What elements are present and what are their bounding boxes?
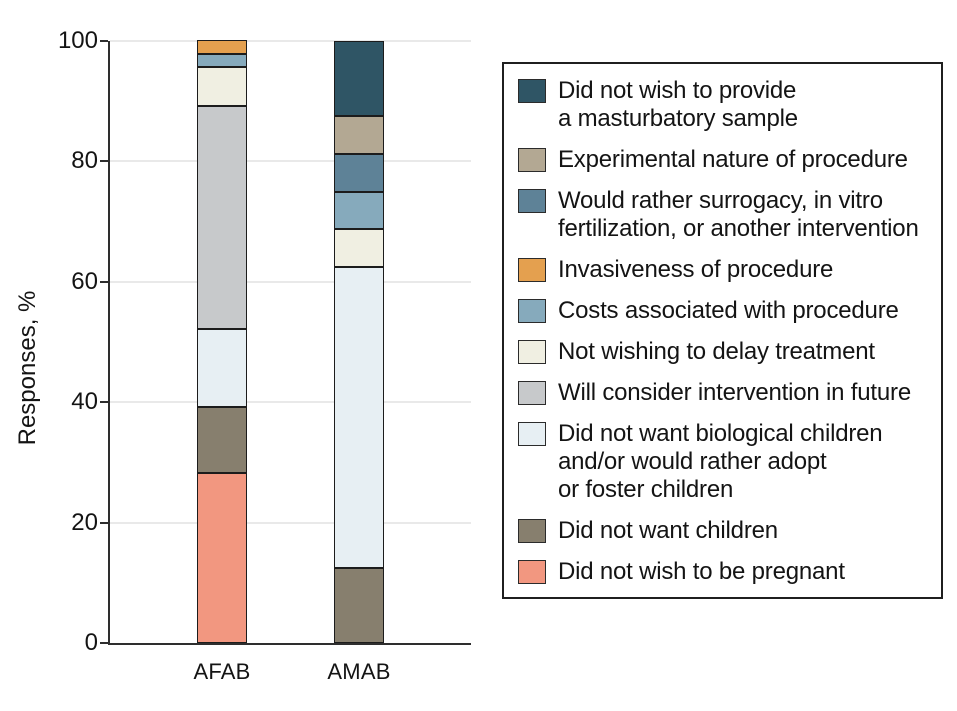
bar-segment [334,567,384,643]
bar-segment [197,328,247,408]
legend-swatch [518,560,546,584]
legend-entry: Did not want biological children and/or w… [518,420,931,504]
bar-segment [197,407,247,473]
bar-segment [197,66,247,107]
legend-box: Did not wish to provide a masturbatory sa… [502,62,943,599]
y-tick-label: 40 [71,388,98,416]
y-tick [100,160,108,163]
gridline [110,40,471,42]
gridline [110,521,471,524]
bar-segment [197,472,247,643]
gridline [110,401,471,404]
legend-label: Did not wish to provide a masturbatory sa… [558,77,798,132]
bar-segment [197,40,247,54]
legend-entry: Did not want children [518,517,931,545]
bar-afab [197,40,247,643]
legend-label: Experimental nature of procedure [558,146,908,173]
legend-label: Not wishing to delay treatment [558,338,875,365]
y-tick [100,40,108,42]
legend-swatch [518,258,546,282]
gridline [110,160,471,163]
legend-entry: Would rather surrogacy, in vitro fertiliz… [518,187,931,243]
x-axis-label-amab: AMAB [327,659,391,684]
y-tick-label: 60 [71,267,98,295]
legend-entry: Did not wish to provide a masturbatory sa… [518,77,931,133]
legend-label: Would rather surrogacy, in vitro fertiliz… [558,187,919,242]
bar-segment [334,116,384,154]
legend-swatch [518,422,546,446]
y-tick-label: 0 [84,629,98,656]
legend-label: Did not want biological children and/or w… [558,420,883,503]
y-tick-label: 100 [57,27,98,54]
bar-segment [197,106,247,329]
y-tick [100,521,108,524]
legend-entry: Experimental nature of procedure [518,146,931,174]
bar-segment [334,153,384,192]
legend-entry: Did not wish to be pregnant [518,558,931,586]
bar-amab [334,41,384,643]
legend-swatch [518,189,546,213]
legend-label: Invasiveness of procedure [558,256,834,283]
legend-swatch [518,340,546,364]
y-tick [100,642,108,644]
y-axis-title: Responses, % [14,290,41,446]
legend-label: Did not want children [558,517,778,544]
legend-swatch [518,519,546,543]
bar-segment [334,191,384,230]
legend-swatch [518,381,546,405]
plot-area: 0 20 40 60 80 100 [58,27,471,656]
legend-entry: Costs associated with procedure [518,297,931,325]
x-axis-label-afab: AFAB [193,659,251,684]
bar-segment [334,41,384,117]
legend-entry: Will consider intervention in future [518,379,931,407]
y-tick-label: 80 [71,147,98,175]
legend-swatch [518,79,546,103]
legend-label: Costs associated with procedure [558,297,899,324]
bar-segment [334,266,384,568]
legend-entry: Not wishing to delay treatment [518,338,931,366]
legend-swatch [518,148,546,172]
gridline [110,280,471,283]
y-tick [100,401,108,404]
legend-swatch [518,299,546,323]
legend-label: Will consider intervention in future [558,379,911,406]
y-tick-label: 20 [71,508,98,536]
legend-label: Did not wish to be pregnant [558,558,845,585]
bar-segment [197,53,247,67]
y-tick [100,280,108,283]
bar-segment [334,229,384,267]
legend-entry: Invasiveness of procedure [518,256,931,284]
